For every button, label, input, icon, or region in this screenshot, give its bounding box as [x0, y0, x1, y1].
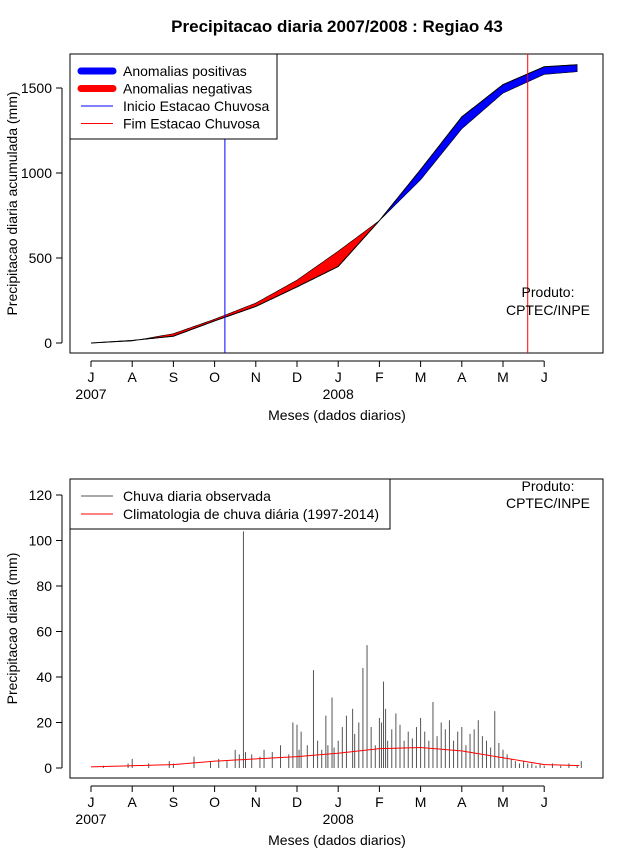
- chart1-x-tick-label: A: [128, 369, 138, 385]
- chart2-x-tick-label: S: [169, 794, 178, 810]
- chart1-y-axis-title: Precipitacao diaria acumulada (mm): [4, 91, 20, 315]
- chart2-x-tick-label: A: [128, 794, 138, 810]
- chart2-x-tick-label: N: [251, 794, 261, 810]
- chart2-x-axis-title: Meses (dados diarios): [268, 832, 406, 848]
- chart2-y-tick-label: 60: [36, 624, 52, 640]
- chart2-y-tick-label: 120: [29, 487, 53, 503]
- chart1-legend-label: Inicio Estacao Chuvosa: [123, 98, 270, 114]
- chart2-year-label: 2007: [75, 811, 106, 827]
- chart2-legend: Chuva diaria observada Climatologia de ch…: [69, 478, 391, 530]
- chart1-legend-label: Fim Estacao Chuvosa: [123, 116, 260, 132]
- chart1-x-tick-label: O: [209, 369, 220, 385]
- chart1-y-tick-label: 1000: [21, 165, 52, 181]
- chart1-x-tick-label: J: [88, 369, 95, 385]
- chart2-x-tick-label: O: [209, 794, 220, 810]
- chart2-year-label: 2008: [323, 811, 354, 827]
- chart1-x-tick-label: A: [457, 369, 467, 385]
- climatology-daily-line: [90, 747, 580, 768]
- chart1-legend-label: Anomalias negativas: [123, 81, 252, 97]
- chart1-x-tick-label: J: [335, 369, 342, 385]
- chart2-x-tick-label: D: [292, 794, 302, 810]
- chart2-y-tick-label: 20: [36, 715, 52, 731]
- chart1-legend-label: Anomalias positivas: [123, 63, 247, 79]
- chart1-annotation-line2: CPTEC/INPE: [506, 302, 590, 318]
- chart2-x-tick-label: M: [497, 794, 509, 810]
- chart1-y-tick-label: 500: [29, 250, 53, 266]
- chart1-title: Precipitacao diaria 2007/2008 : Regiao 4…: [171, 17, 503, 36]
- chart1-year-label: 2007: [75, 386, 106, 402]
- chart1-legend: Anomalias positivas Anomalias negativasIn…: [69, 53, 278, 140]
- chart2-annotation-line1: Produto:: [522, 478, 575, 494]
- chart1-x-tick-label: M: [415, 369, 427, 385]
- observed-cumulative-line: [90, 64, 578, 344]
- chart2-x-tick-label: J: [88, 794, 95, 810]
- chart2-y-tick-label: 40: [36, 669, 52, 685]
- chart2-legend-label: Climatologia de chuva diária (1997-2014): [123, 506, 379, 522]
- chart2-y-tick-label: 100: [29, 533, 53, 549]
- chart1-x-axis-title: Meses (dados diarios): [268, 407, 406, 423]
- chart2-legend-label: Chuva diaria observada: [123, 488, 271, 504]
- chart1-x-tick-label: S: [169, 369, 178, 385]
- chart2-x-tick-label: J: [335, 794, 342, 810]
- chart1-year-label: 2008: [323, 386, 354, 402]
- chart2-y-tick-label: 0: [44, 760, 52, 776]
- chart1-x-tick-label: N: [251, 369, 261, 385]
- chart2-y-axis-title: Precipitacao diaria (mm): [4, 553, 20, 705]
- chart1-x-tick-label: J: [541, 369, 548, 385]
- chart2-y-tick-label: 80: [36, 578, 52, 594]
- chart2-x-tick-label: J: [541, 794, 548, 810]
- chart2-annotation-line2: CPTEC/INPE: [506, 495, 590, 511]
- chart2-x-tick-label: M: [415, 794, 427, 810]
- chart1-annotation-line1: Produto:: [522, 284, 575, 300]
- chart1-plot-frame: [69, 53, 604, 354]
- chart2-legend-box: [69, 478, 391, 530]
- chart1-y-tick-label: 1500: [21, 80, 52, 96]
- chart2-x-tick-label: F: [375, 794, 384, 810]
- positive-anomaly-area: [381, 64, 578, 220]
- chart1-x-tick-label: F: [375, 369, 384, 385]
- chart1-y-tick-label: 0: [44, 335, 52, 351]
- chart1-x-tick-label: D: [292, 369, 302, 385]
- chart2-x-tick-label: A: [457, 794, 467, 810]
- negative-anomaly-area: [140, 220, 380, 340]
- chart1-x-tick-label: M: [497, 369, 509, 385]
